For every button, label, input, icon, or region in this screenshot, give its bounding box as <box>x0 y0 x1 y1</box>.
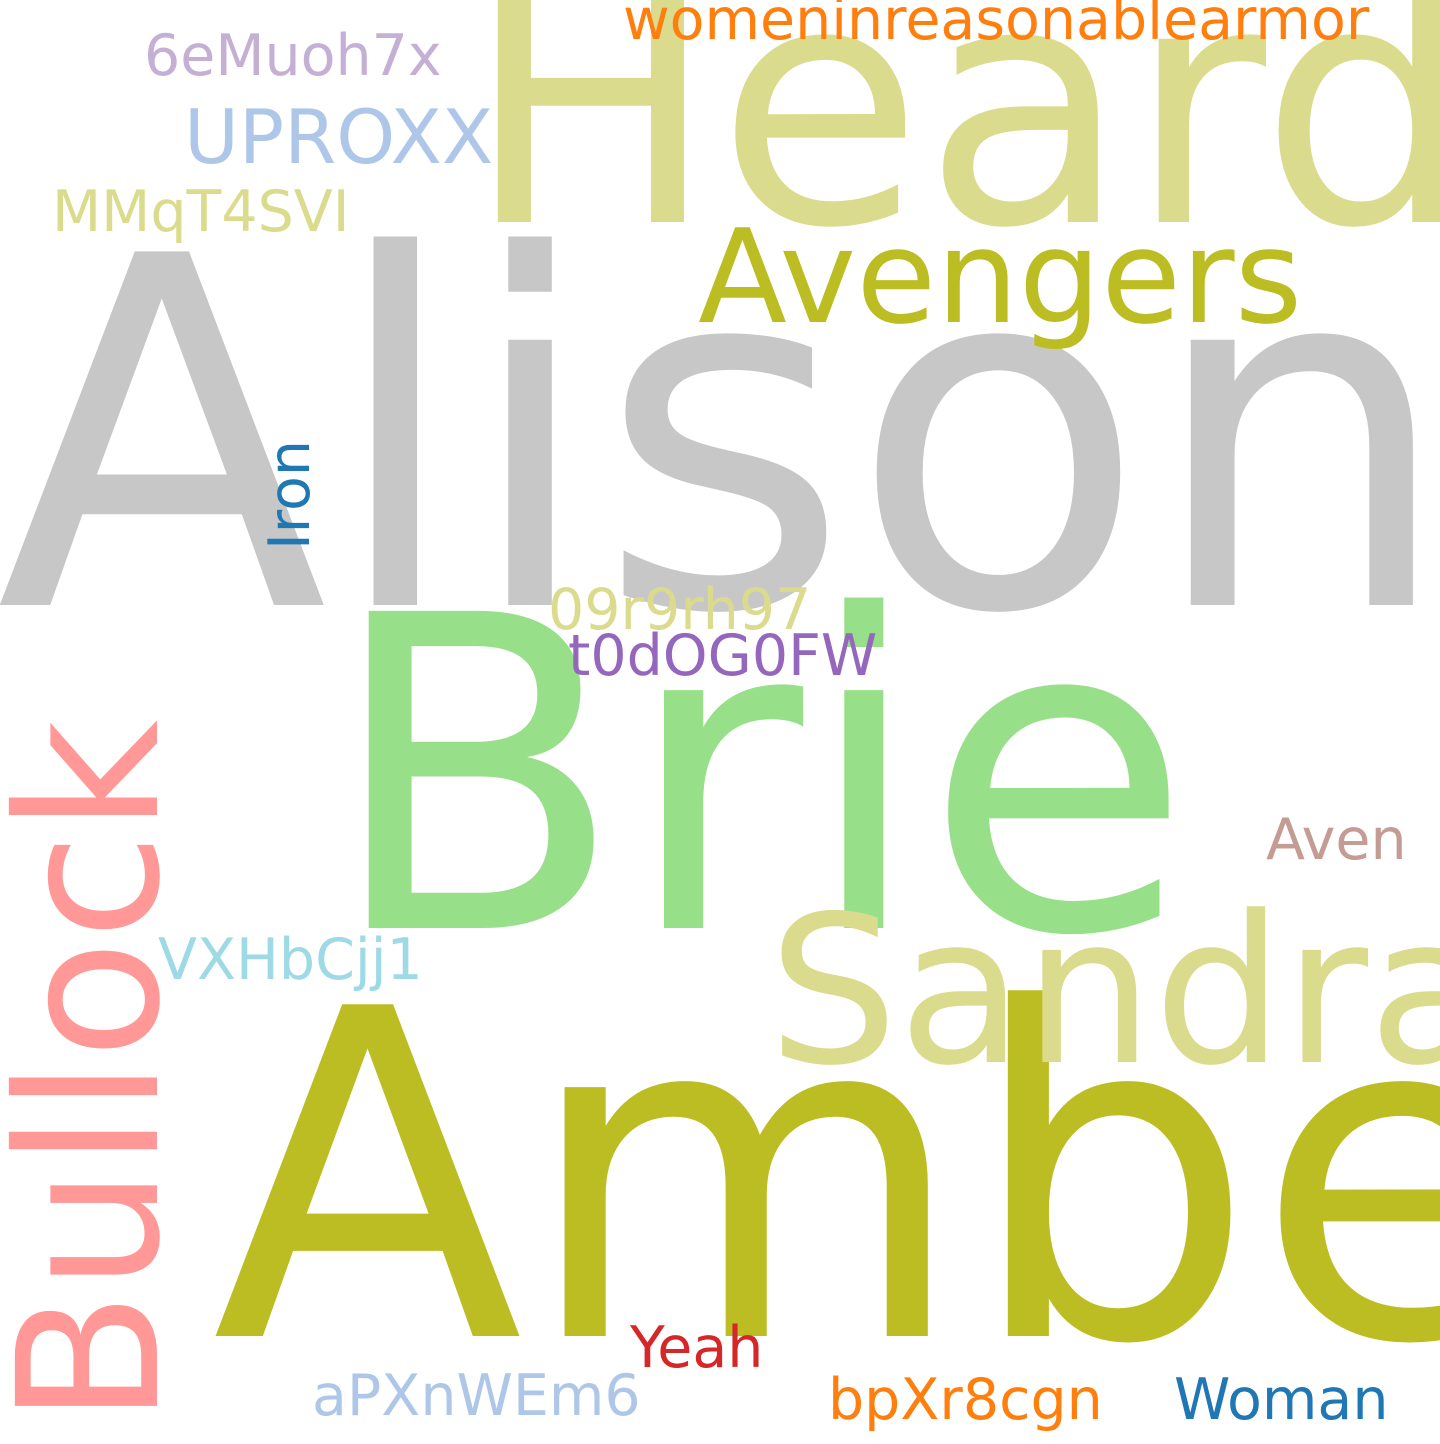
word-t0dog0fw: t0dOG0FW <box>568 623 878 689</box>
word-brie: Brie <box>326 524 1192 1031</box>
word-avengers: Avengers <box>698 201 1303 353</box>
word-bullock: Bullock <box>0 719 203 1425</box>
word-iron: Iron <box>257 440 323 550</box>
word-apxnwem6: aPXnWEm6 <box>312 1363 641 1429</box>
word-womeninreasonablearmor: womeninreasonablearmor <box>623 0 1370 53</box>
word-alison: Alison <box>0 156 1440 720</box>
word-vxhbcjj1: VXHbCjj1 <box>158 927 423 993</box>
word-woman: Woman <box>1174 1367 1389 1433</box>
word-heard: Heard <box>465 0 1440 302</box>
word-amber: Amber <box>212 915 1440 1444</box>
word-6emuoh7x: 6eMuoh7x <box>144 23 442 89</box>
word-mmqt4svi: MMqT4SVI <box>52 179 350 245</box>
word-yeah: Yeah <box>630 1315 764 1381</box>
word-bpxr8cgn: bpXr8cgn <box>828 1367 1103 1433</box>
word-09r9rh97: 09r9rh97 <box>548 577 812 643</box>
word-uproxx: UPROXX <box>184 93 494 181</box>
word-sandra: Sandra <box>768 873 1440 1111</box>
word-aven: Aven <box>1266 807 1407 873</box>
